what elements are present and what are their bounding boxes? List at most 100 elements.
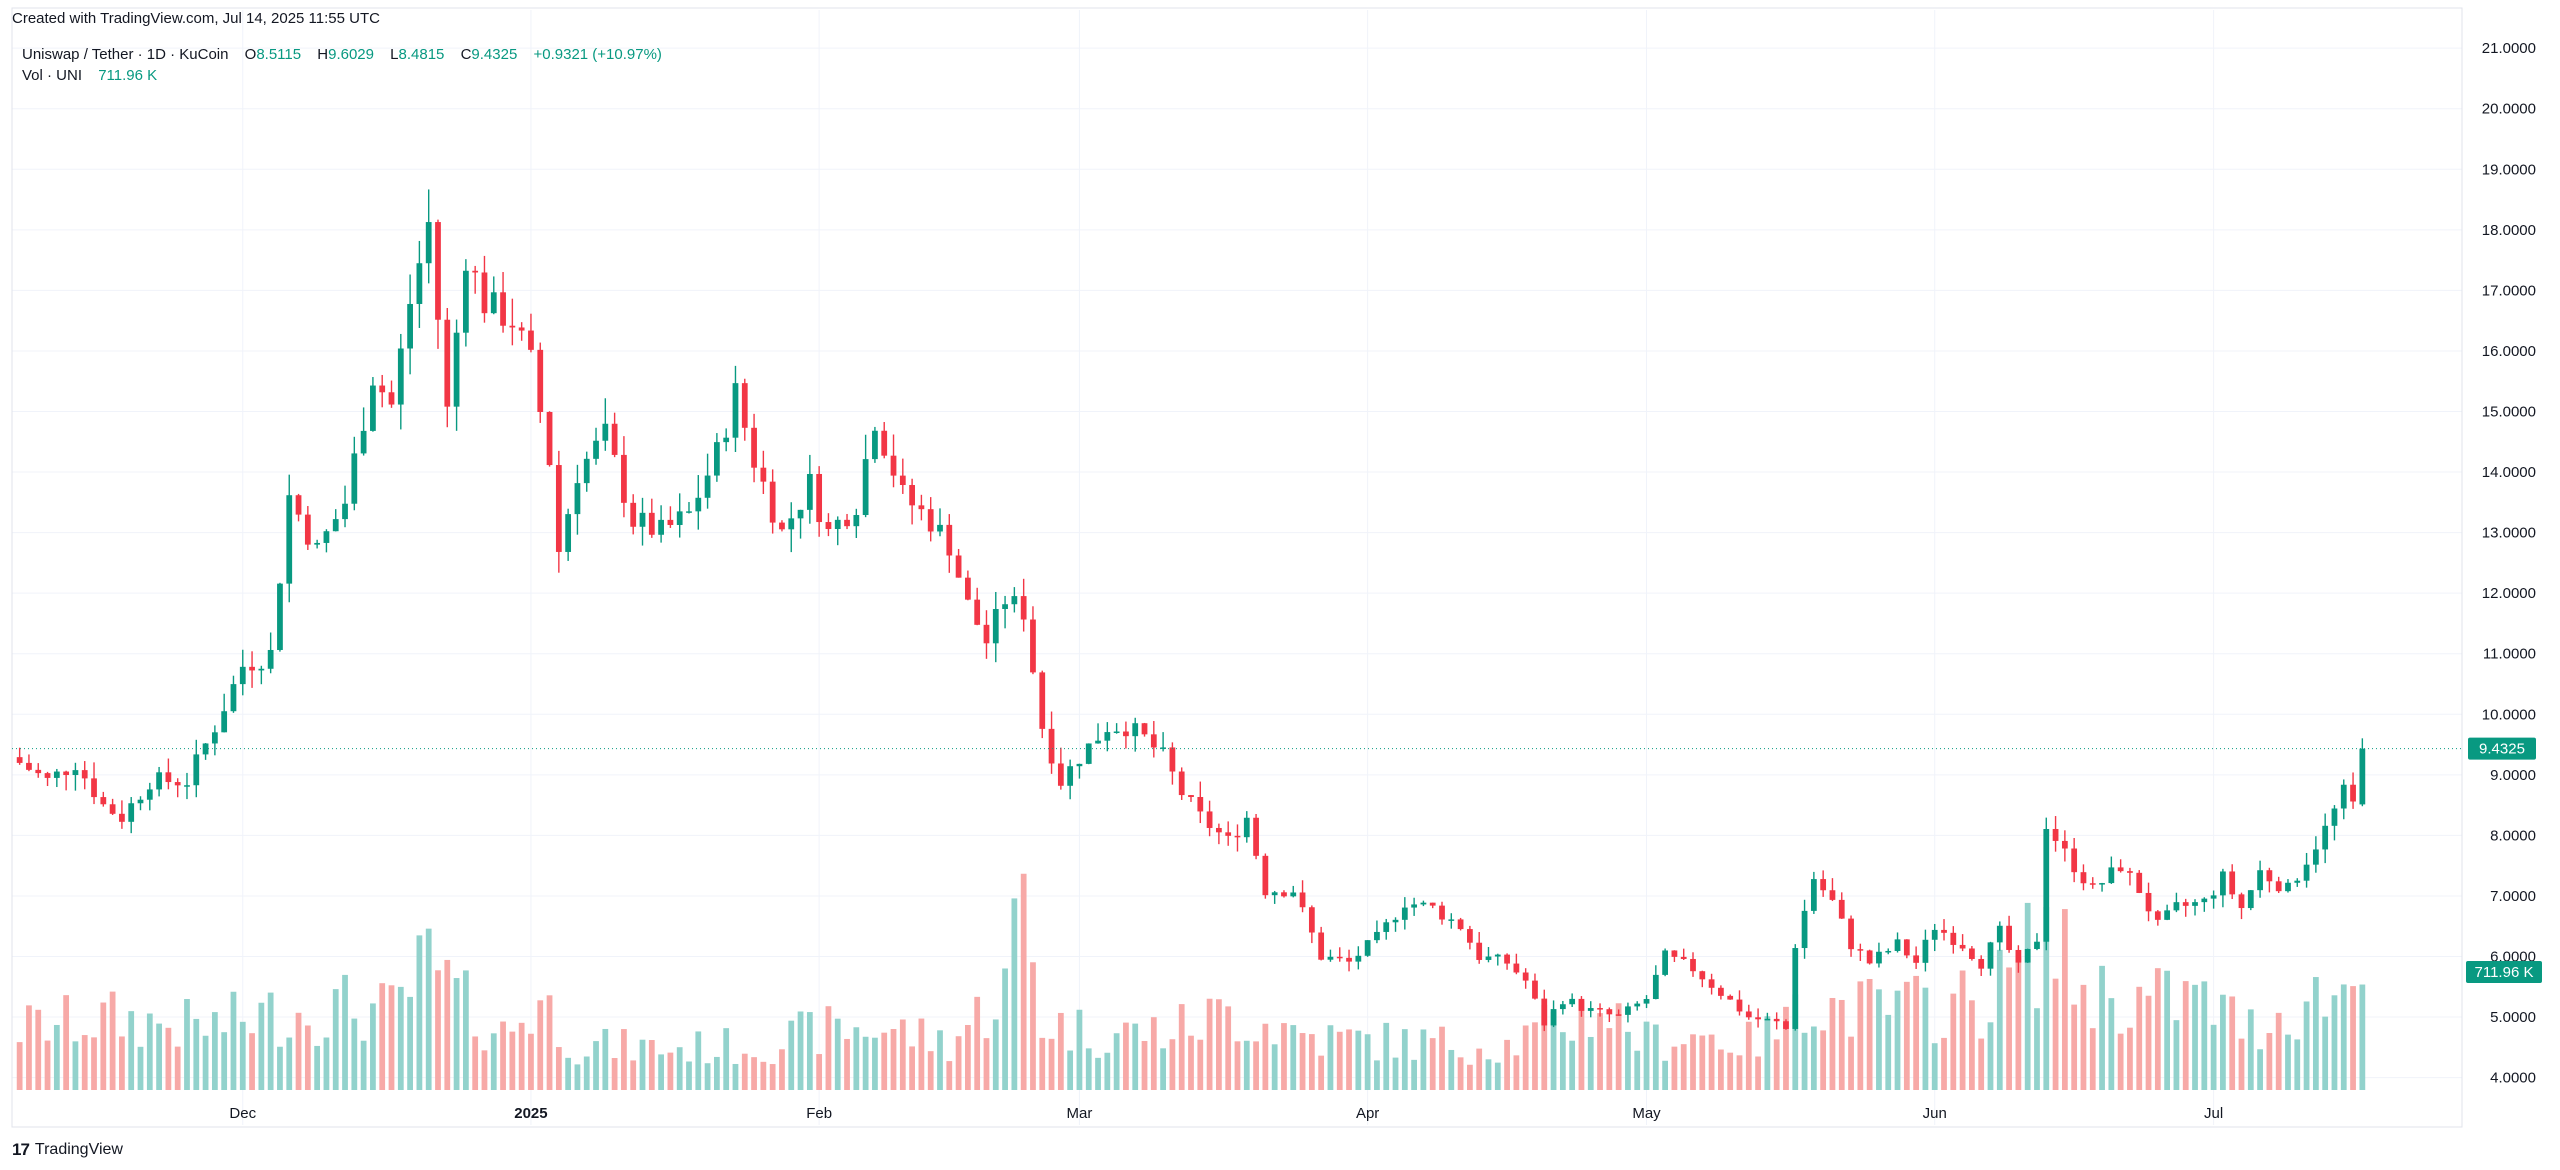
- candle: [304, 506, 311, 550]
- candle: [1783, 1019, 1789, 1030]
- candle: [1253, 813, 1259, 860]
- volume-bar: [323, 1037, 330, 1090]
- candle: [1030, 606, 1036, 675]
- candle-body: [1113, 731, 1120, 734]
- candle-body: [992, 609, 999, 644]
- candle: [1578, 996, 1585, 1017]
- volume-bar: [193, 1018, 200, 1090]
- legend-ohlc-row: Uniswap / Tether · 1D · KuCoin O8.5115 H…: [22, 44, 662, 65]
- candle: [1838, 892, 1845, 919]
- volume-bar: [2294, 1039, 2301, 1090]
- candle-body: [184, 785, 190, 787]
- volume-bar: [91, 1037, 97, 1090]
- volume-bar: [1439, 1026, 1445, 1090]
- volume-bar: [1690, 1034, 1696, 1090]
- candle: [314, 539, 321, 549]
- candle: [574, 464, 581, 535]
- volume-bar: [2164, 970, 2171, 1090]
- volume-bar: [862, 1036, 869, 1090]
- volume-bar: [816, 1054, 823, 1090]
- time-tick-label: 2025: [514, 1105, 547, 1122]
- volume-bar: [16, 1042, 23, 1090]
- candle-body: [1308, 907, 1315, 933]
- candle-body: [1243, 817, 1250, 838]
- candle: [360, 407, 367, 456]
- candle: [462, 259, 469, 347]
- volume-bar: [1355, 1030, 1362, 1090]
- volume-bar: [2266, 1033, 2273, 1090]
- volume-bar: [388, 985, 395, 1090]
- candle: [1848, 915, 1854, 957]
- volume-bar: [667, 1052, 674, 1090]
- candle-body: [2340, 784, 2347, 809]
- volume-bar: [1838, 999, 1845, 1090]
- candle: [1420, 900, 1427, 907]
- candle-body: [1225, 832, 1232, 836]
- candle: [1169, 742, 1176, 785]
- candle: [351, 436, 358, 511]
- candle-body: [779, 522, 785, 530]
- candle-body: [1494, 954, 1501, 957]
- volume-bar: [2117, 1033, 2124, 1090]
- price-axis[interactable]: 4.00005.00006.00007.00008.00009.000010.0…: [2482, 40, 2536, 1086]
- candle-body: [137, 799, 144, 804]
- candle-body: [1262, 855, 1269, 896]
- volume-bar: [955, 1036, 962, 1090]
- candle: [2210, 890, 2217, 909]
- tradingview-logo[interactable]: 17 TradingView: [12, 1140, 123, 1160]
- candle: [174, 778, 181, 798]
- candle-body: [100, 797, 107, 805]
- volume-bar: [1857, 981, 1864, 1090]
- volume-bar: [1299, 1033, 1306, 1090]
- candle-body: [732, 383, 739, 438]
- volume-bar: [686, 1061, 692, 1090]
- candle: [165, 758, 172, 790]
- candle-body: [881, 430, 888, 456]
- time-tick-label: Dec: [229, 1105, 256, 1122]
- volume-bar: [1160, 1048, 1166, 1090]
- candle-body: [583, 458, 590, 484]
- legend-symbol[interactable]: Uniswap / Tether · 1D · KuCoin: [22, 46, 229, 63]
- candle-body: [1048, 728, 1055, 764]
- volume-bar: [2061, 909, 2068, 1090]
- candle-body: [1067, 766, 1074, 786]
- volume-bar: [1634, 1050, 1641, 1090]
- candle-body: [2359, 748, 2366, 805]
- candle-body: [1718, 987, 1724, 996]
- volume-bar: [1225, 1006, 1232, 1090]
- price-tick-label: 8.0000: [2490, 827, 2536, 844]
- candle-body: [2154, 911, 2161, 920]
- legend-volume-label[interactable]: Vol · UNI: [22, 67, 83, 84]
- volume-bar: [881, 1032, 888, 1090]
- candle-body: [537, 349, 544, 412]
- time-axis[interactable]: Dec 2025 Feb Mar Apr May Jun Jul: [229, 1105, 2223, 1122]
- volume-bar: [1550, 1011, 1557, 1090]
- candle: [1606, 1007, 1613, 1023]
- candle-body: [2089, 883, 2096, 885]
- candle-body: [128, 803, 135, 822]
- candle-body: [2117, 867, 2124, 872]
- candle-body: [1987, 942, 1994, 969]
- candle: [1225, 821, 1232, 846]
- volume-bar: [137, 1046, 144, 1090]
- candle: [1197, 781, 1204, 824]
- volume-bar: [1039, 1037, 1046, 1090]
- volume-bar: [565, 1057, 572, 1090]
- volume-bar: [435, 970, 441, 1090]
- candle-body: [221, 711, 228, 733]
- candle: [2247, 890, 2254, 911]
- candle-body: [1708, 979, 1715, 988]
- volume-bar: [853, 1027, 860, 1090]
- candle-body: [741, 383, 748, 428]
- volume-bar: [918, 1018, 925, 1090]
- volume-bar: [1987, 1022, 1994, 1090]
- candle-body: [35, 769, 42, 774]
- volume-bar: [1522, 1025, 1529, 1090]
- volume-bar: [249, 1033, 255, 1090]
- candle-body: [2303, 864, 2310, 881]
- candle-body: [983, 624, 990, 644]
- candle-body: [816, 473, 823, 523]
- candle-body: [72, 770, 79, 776]
- candle: [1104, 722, 1111, 752]
